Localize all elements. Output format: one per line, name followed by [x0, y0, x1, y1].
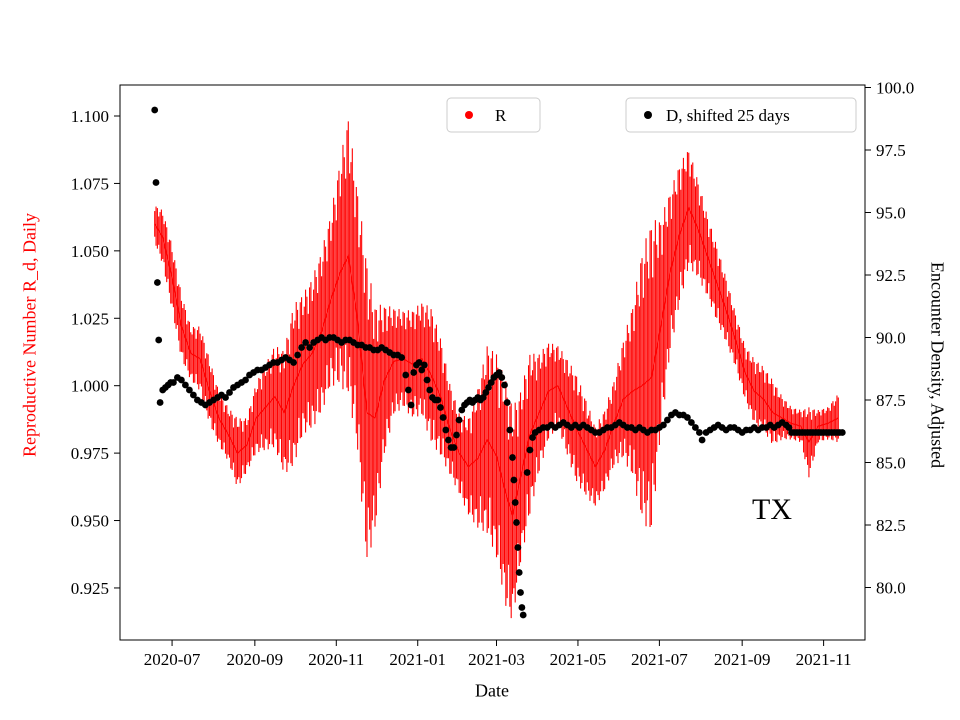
x-tick-label: 2021-03: [468, 650, 525, 669]
x-tick-label: 2021-07: [631, 650, 688, 669]
legend: R D, shifted 25 days: [446, 97, 857, 133]
x-axis-title: Date: [475, 680, 509, 701]
x-tick-label: 2021-11: [796, 650, 852, 669]
series-d: [151, 106, 846, 619]
left-tick-label: 1.100: [71, 107, 109, 126]
right-tick-label: 82.5: [876, 516, 906, 535]
left-tick-label: 1.000: [71, 377, 109, 396]
right-tick-label: 100.0: [876, 79, 914, 98]
left-tick-label: 0.975: [71, 444, 109, 463]
x-tick-label: 2021-01: [389, 650, 446, 669]
left-tick-label: 0.950: [71, 512, 109, 531]
right-ticks: 100.0 97.5 95.0 92.5 90.0 87.5 85.0 82.5 80.0: [865, 79, 914, 598]
x-ticks: 2020-07 2020-09 2020-11 2021-01 2021-03 2021-…: [144, 640, 852, 669]
right-tick-label: 80.0: [876, 579, 906, 598]
series-r: [154, 121, 839, 619]
right-tick-label: 85.0: [876, 454, 906, 473]
legend-label: R: [495, 106, 507, 125]
left-tick-label: 1.075: [71, 174, 109, 193]
legend-box: [625, 97, 857, 133]
right-axis-title: Encounter Density, Adjusted: [927, 261, 948, 469]
left-ticks: 1.100 1.075 1.050 1.025 1.000 0.975 0.950 0.925: [71, 107, 120, 598]
x-tick-label: 2020-09: [227, 650, 284, 669]
left-tick-label: 0.925: [71, 579, 109, 598]
right-tick-label: 92.5: [876, 266, 906, 285]
x-tick-label: 2020-11: [308, 650, 364, 669]
right-tick-label: 97.5: [876, 141, 906, 160]
axes: [119, 84, 866, 641]
left-axis-title: Reproductive Number R_d, Daily: [19, 213, 40, 457]
x-tick-label: 2021-09: [714, 650, 771, 669]
x-tick-label: 2020-07: [144, 650, 201, 669]
right-tick-label: 90.0: [876, 329, 906, 348]
legend-box: [446, 97, 541, 133]
left-tick-label: 1.025: [71, 309, 109, 328]
x-tick-label: 2021-05: [550, 650, 607, 669]
legend-marker: [644, 111, 652, 119]
state-annotation: TX: [752, 493, 792, 526]
legend-marker: [465, 111, 473, 119]
right-tick-label: 95.0: [876, 204, 906, 223]
left-tick-label: 1.050: [71, 242, 109, 261]
right-tick-label: 87.5: [876, 391, 906, 410]
legend-label: D, shifted 25 days: [666, 106, 790, 125]
